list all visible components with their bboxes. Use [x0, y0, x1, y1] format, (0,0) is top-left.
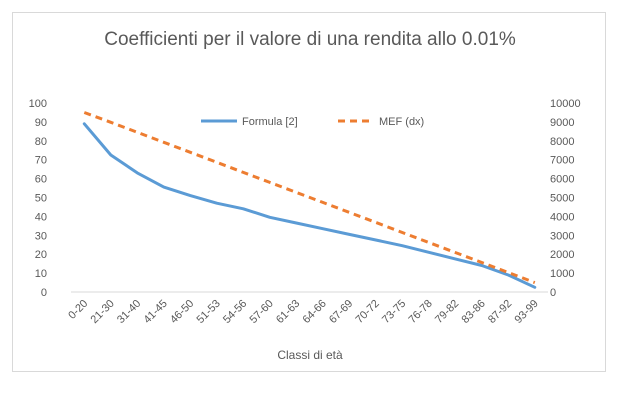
- y-tick-label: 60: [35, 174, 47, 186]
- series-line-mef: [83, 111, 536, 285]
- left-y-axis: 0 10 20 30 40 50 60 70 80 90 100: [29, 98, 47, 299]
- y2-tick-label: 3000: [550, 230, 574, 242]
- x-tick-label: 61-63: [274, 298, 302, 326]
- right-y-axis: 0 1000 2000 3000 4000 5000 6000 7000 8000 9000 100…: [550, 98, 581, 299]
- y2-tick-label: 10000: [550, 98, 581, 110]
- legend-label: Formula [2]: [242, 116, 298, 128]
- y-tick-label: 0: [41, 287, 47, 299]
- series-line-formula: [82, 122, 537, 289]
- y2-tick-label: 8000: [550, 136, 574, 148]
- y2-tick-label: 0: [550, 287, 556, 299]
- x-axis: 0-2021-3031-4041-4546-5051-5354-5657-606…: [66, 298, 541, 326]
- y2-tick-label: 6000: [550, 174, 574, 186]
- x-tick-label: 57-60: [247, 298, 275, 326]
- y-tick-label: 40: [35, 211, 47, 223]
- x-tick-label: 70-72: [353, 298, 381, 326]
- y2-tick-label: 7000: [550, 155, 574, 167]
- y-tick-label: 100: [29, 98, 47, 110]
- y2-tick-label: 5000: [550, 193, 574, 205]
- x-tick-label: 21-30: [88, 298, 116, 326]
- x-tick-label: 93-99: [512, 298, 540, 326]
- line-chart: Coefficienti per il valore di una rendit…: [29, 29, 581, 362]
- x-tick-label: 64-66: [300, 298, 328, 326]
- chart-area: Coefficienti per il valore di una rendit…: [12, 12, 606, 372]
- x-tick-label: 46-50: [168, 298, 196, 326]
- x-tick-label: 67-69: [327, 298, 355, 326]
- x-tick-label: 54-56: [221, 298, 249, 326]
- y-tick-label: 20: [35, 249, 47, 261]
- x-tick-label: 0-20: [66, 298, 90, 322]
- y2-tick-label: 9000: [550, 117, 574, 129]
- x-tick-label: 79-82: [433, 298, 461, 326]
- series-layer: [82, 111, 537, 289]
- x-tick-label: 83-86: [459, 298, 487, 326]
- x-tick-label: 87-92: [486, 298, 514, 326]
- y-tick-label: 70: [35, 155, 47, 167]
- legend-label: MEF (dx): [379, 116, 424, 128]
- x-tick-label: 76-78: [406, 298, 434, 326]
- y2-tick-label: 2000: [550, 249, 574, 261]
- y-tick-label: 50: [35, 193, 47, 205]
- y-tick-label: 30: [35, 230, 47, 242]
- y-tick-label: 80: [35, 136, 47, 148]
- y-tick-label: 90: [35, 117, 47, 129]
- x-tick-label: 31-40: [115, 298, 143, 326]
- x-tick-label: 51-53: [194, 298, 222, 326]
- y2-tick-label: 4000: [550, 211, 574, 223]
- y-tick-label: 10: [35, 268, 47, 280]
- x-axis-label: Classi di età: [277, 348, 343, 362]
- x-tick-label: 41-45: [141, 298, 169, 326]
- chart-title: Coefficienti per il valore di una rendit…: [104, 29, 516, 50]
- y2-tick-label: 1000: [550, 268, 574, 280]
- legend: Formula [2] MEF (dx): [201, 116, 424, 128]
- x-tick-label: 73-75: [380, 298, 408, 326]
